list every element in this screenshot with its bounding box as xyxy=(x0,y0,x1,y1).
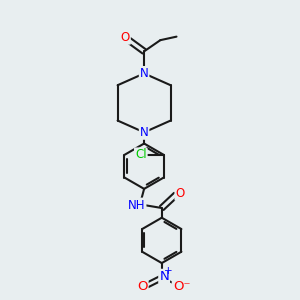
Text: Cl: Cl xyxy=(135,148,147,161)
Text: O⁻: O⁻ xyxy=(173,280,190,293)
Text: O: O xyxy=(121,31,130,44)
Text: O: O xyxy=(137,280,148,293)
Text: N: N xyxy=(159,270,169,283)
Text: O: O xyxy=(176,187,185,200)
Text: N: N xyxy=(140,126,148,139)
Text: N: N xyxy=(140,67,148,80)
Text: NH: NH xyxy=(128,199,146,212)
Text: +: + xyxy=(164,266,172,276)
